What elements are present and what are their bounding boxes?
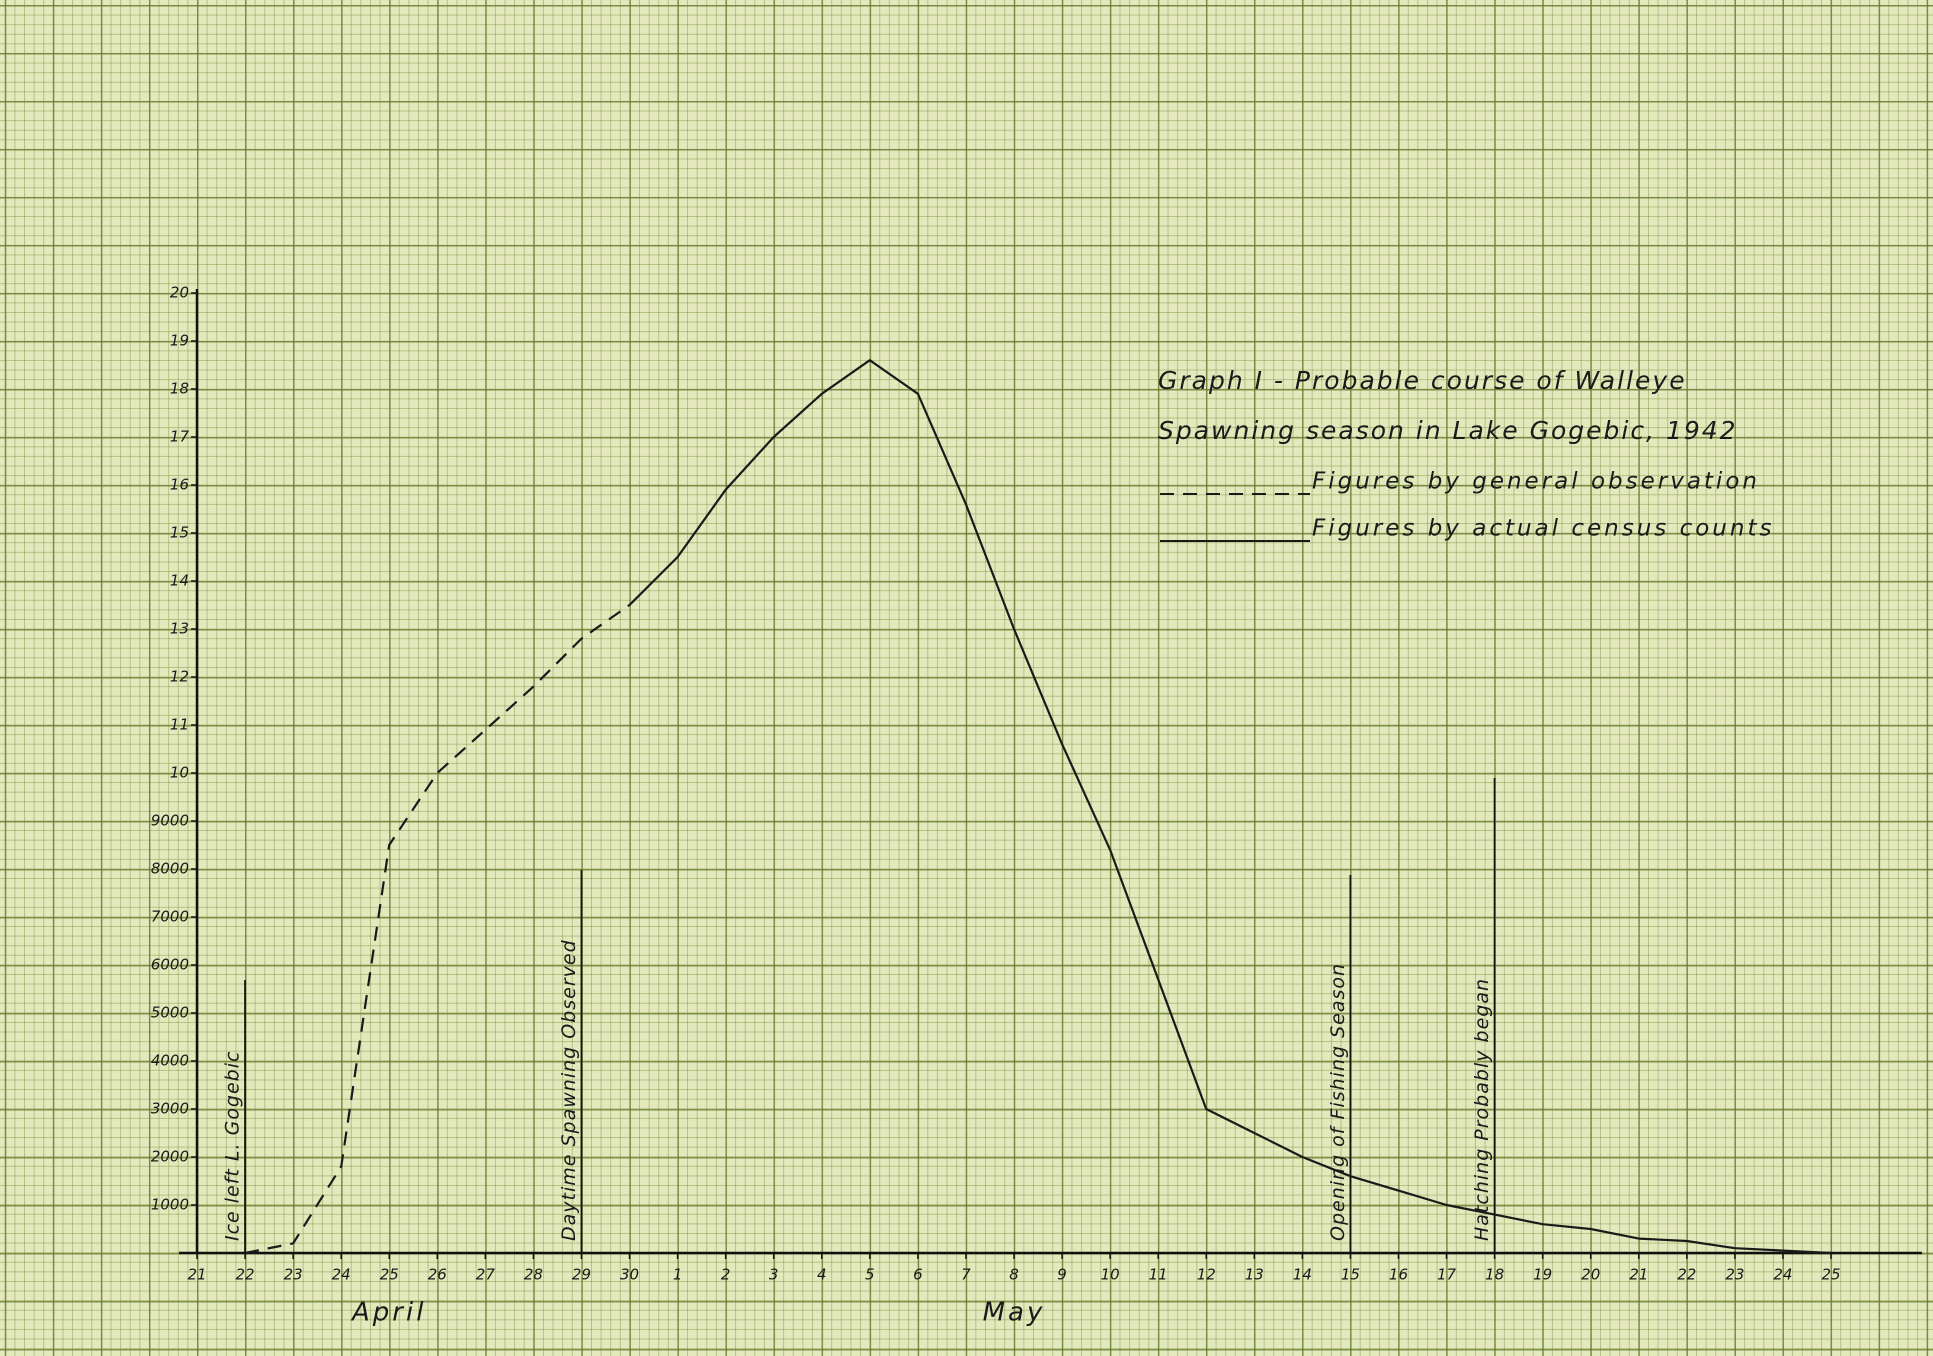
y-tick-label: 10 xyxy=(170,764,189,782)
y-tick-label: 18 xyxy=(170,380,189,398)
x-tick-label: 22 xyxy=(1677,1266,1696,1284)
y-tick-label: 9000 xyxy=(151,812,189,830)
y-tick-label: 19 xyxy=(170,332,189,350)
annotation-text: Opening of Fishing Season xyxy=(1327,963,1349,1241)
month-label: May xyxy=(983,1298,1046,1328)
x-tick-label: 15 xyxy=(1341,1266,1360,1284)
y-tick-label: 17 xyxy=(170,428,190,446)
x-tick-label: 3 xyxy=(769,1266,779,1284)
x-tick-label: 25 xyxy=(380,1266,399,1284)
legend-label: Figures by actual census counts xyxy=(1312,516,1774,542)
y-tick-label: 11 xyxy=(170,716,189,734)
x-tick-label: 24 xyxy=(1773,1266,1792,1284)
x-tick-label: 6 xyxy=(913,1266,923,1284)
x-tick-label: 1 xyxy=(673,1266,683,1284)
y-tick-label: 20 xyxy=(170,284,189,302)
x-tick-label: 30 xyxy=(620,1266,639,1284)
y-tick-label: 13 xyxy=(170,620,189,638)
y-tick-label: 16 xyxy=(170,476,189,494)
x-tick-label: 23 xyxy=(284,1266,303,1284)
x-tick-label: 27 xyxy=(476,1266,496,1284)
x-tick-label: 12 xyxy=(1197,1266,1216,1284)
x-tick-label: 19 xyxy=(1533,1266,1552,1284)
annotation-text: Hatching Probably began xyxy=(1471,978,1493,1241)
y-tick-label: 3000 xyxy=(151,1100,189,1118)
y-tick-label: 12 xyxy=(170,668,189,686)
y-tick-label: 7000 xyxy=(151,908,189,926)
x-tick-label: 2 xyxy=(721,1266,731,1284)
x-tick-label: 21 xyxy=(1629,1266,1648,1284)
chart-title: Spawning season in Lake Gogebic, 1942 xyxy=(1158,416,1738,445)
chart-title: Graph I - Probable course of Walleye xyxy=(1158,366,1687,395)
x-tick-label: 14 xyxy=(1293,1266,1312,1284)
x-tick-label: 18 xyxy=(1485,1266,1504,1284)
y-tick-label: 6000 xyxy=(151,956,189,974)
x-tick-label: 23 xyxy=(1725,1266,1744,1284)
x-tick-label: 29 xyxy=(572,1266,591,1284)
series-line xyxy=(244,604,631,1255)
x-tick-label: 13 xyxy=(1245,1266,1264,1284)
x-tick-label: 5 xyxy=(865,1266,875,1284)
x-tick-label: 16 xyxy=(1389,1266,1408,1284)
x-tick-label: 26 xyxy=(428,1266,447,1284)
x-tick-label: 10 xyxy=(1101,1266,1120,1284)
month-label: April xyxy=(350,1298,426,1328)
x-tick-label: 17 xyxy=(1437,1266,1457,1284)
x-tick-label: 22 xyxy=(236,1266,255,1284)
y-tick-label: 5000 xyxy=(151,1004,189,1022)
series-line xyxy=(628,359,1832,1255)
x-tick-label: 21 xyxy=(187,1266,206,1284)
x-tick-label: 9 xyxy=(1057,1266,1067,1284)
x-tick-label: 11 xyxy=(1149,1266,1168,1284)
x-tick-label: 25 xyxy=(1821,1266,1840,1284)
y-tick-label: 4000 xyxy=(151,1052,189,1070)
y-tick-label: 1000 xyxy=(151,1196,189,1214)
x-tick-label: 4 xyxy=(817,1266,827,1284)
legend-label: Figures by general observation xyxy=(1312,469,1760,495)
x-tick-label: 7 xyxy=(961,1266,971,1284)
annotation-text: Ice left L. Gogebic xyxy=(222,1051,244,1241)
x-tick-label: 24 xyxy=(332,1266,351,1284)
annotation-text: Daytime Spawning Observed xyxy=(558,939,580,1241)
y-tick-label: 8000 xyxy=(151,860,189,878)
y-tick-label: 14 xyxy=(170,572,189,590)
x-tick-label: 28 xyxy=(524,1266,543,1284)
x-tick-label: 20 xyxy=(1581,1266,1600,1284)
x-tick-label: 8 xyxy=(1009,1266,1019,1284)
y-tick-label: 2000 xyxy=(151,1148,189,1166)
y-tick-label: 15 xyxy=(170,524,189,542)
